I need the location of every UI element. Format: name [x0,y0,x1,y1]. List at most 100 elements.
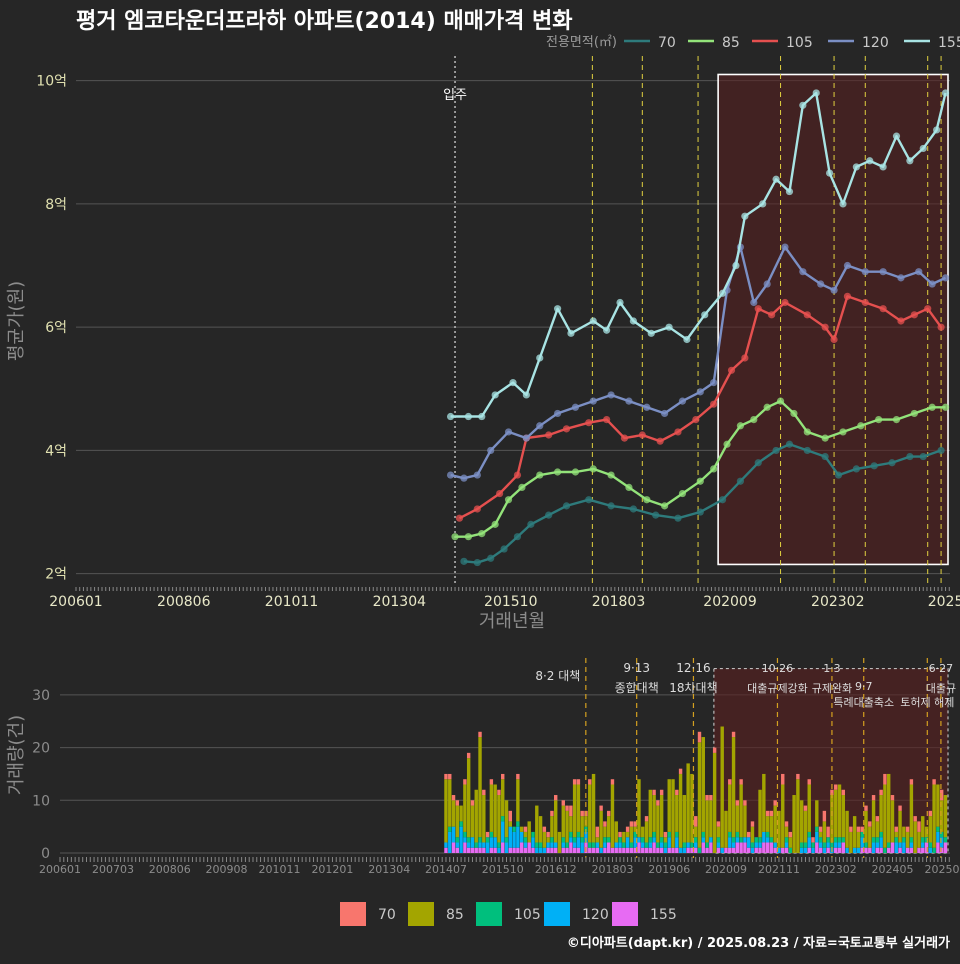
volume-bar-155-64 [686,847,690,853]
volume-bar-155-55 [652,842,656,853]
volume-bar-105-77 [735,831,740,838]
volume-bar-120-87 [773,842,777,848]
volume-bar-85-114 [875,821,880,838]
volume-bar-120-123 [909,842,914,848]
volume-bar-70-46 [618,831,622,838]
series-point-70-1 [473,558,481,567]
volume-bar-85-14 [497,795,501,843]
series-point-120-4 [504,428,513,436]
volume-bar-70-103 [834,784,838,790]
volume-bar-120-28 [550,842,554,848]
volume-bar-70-49 [629,821,634,827]
series-point-155-21 [772,175,780,183]
volume-bar-85-122 [905,831,910,848]
volume-bar-120-110 [860,837,864,848]
volume-bar-105-95 [803,842,808,848]
volume-bar-155-59 [667,847,671,853]
volume-bar-120-31 [561,842,565,848]
volume-y-tick-2: 20 [32,741,50,757]
volume-bar-105-50 [633,831,637,838]
volume-bar-105-81 [750,842,755,848]
volume-bar-155-98 [815,842,819,853]
volume-bar-70-0 [444,773,448,780]
volume-x-tick-8: 201510 [482,863,524,876]
volume-bar-85-119 [894,831,898,838]
volume-bar-120-98 [815,831,819,843]
series-point-155-32 [919,144,927,153]
volume-bar-105-34 [572,837,577,843]
volume-bar-85-57 [659,795,664,838]
volume-bar-105-57 [659,837,664,843]
price-x-tick-4: 201510 [484,594,537,610]
series-point-155-25 [826,169,834,177]
series-point-155-19 [741,212,749,220]
volume-bar-105-55 [652,831,656,838]
series-point-85-25 [839,428,847,436]
volume-bar-105-21 [523,837,528,843]
series-point-70-19 [803,446,811,455]
volume-bar-120-21 [523,842,528,848]
volume-bar-105-85 [765,831,770,838]
volume-bar-105-99 [818,837,823,843]
volume-bar-70-34 [572,779,577,785]
volume-bar-85-89 [781,784,785,848]
series-point-120-8 [571,403,580,411]
volume-bar-70-10 [482,789,486,796]
series-point-155-4 [509,379,517,387]
volume-bar-70-38 [588,779,592,785]
series-point-85-28 [892,416,901,424]
series-point-85-20 [763,403,771,411]
volume-bar-70-89 [781,773,785,785]
volume-bar-105-24 [535,842,539,848]
series-point-70-10 [629,505,637,513]
volume-bar-120-126 [921,842,925,848]
volume-bar-85-88 [777,810,781,848]
series-point-155-26 [839,200,847,208]
volume-bar-120-6 [466,842,471,848]
volume-bar-70-66 [694,816,698,827]
volume-bar-85-35 [576,784,581,832]
series-point-120-28 [897,274,905,282]
series-point-155-16 [701,311,709,319]
volume-bar-120-40 [595,842,600,848]
series-point-85-6 [536,471,544,479]
volume-bar-85-91 [788,837,793,848]
volume-bar-155-122 [905,847,910,853]
series-point-105-5 [545,431,553,439]
volume-bar-120-57 [659,842,664,848]
volume-bar-85-103 [834,789,838,838]
area-legend: 전용면적(㎡) 70 85 105 120 155 [546,35,960,51]
volume-bar-85-25 [538,816,543,843]
volume-bar-105-65 [690,842,694,848]
volume-bar-85-24 [535,805,539,843]
volume-bar-155-33 [569,842,573,853]
volume-event-lines: 8·2 대책 9·13 종합대책 12·16 18차대책 10·26 대출규제강화 1·3 규제… [535,658,956,858]
volume-bar-105-121 [902,837,906,843]
volume-bar-70-67 [697,731,702,743]
volume-bar-85-98 [815,800,819,827]
volume-bar-70-112 [868,821,872,827]
price-series [446,89,950,567]
volume-bar-120-36 [580,842,584,853]
volume-bar-70-81 [750,821,755,827]
series-point-120-9 [589,397,597,405]
volume-bar-120-11 [485,842,490,853]
series-point-120-15 [696,388,704,396]
series-point-85-9 [589,465,597,473]
volume-bar-85-40 [595,837,600,843]
volume-bar-70-6 [466,752,471,759]
volume-bar-70-86 [769,810,774,817]
bar-legend-label-120: 120 [582,907,609,923]
series-point-85-1 [464,533,473,541]
volume-bar-70-118 [890,795,895,801]
series-point-120-5 [522,434,530,442]
price-x-ticks: 200601 200806 201011 201304 201510 201803 2020… [49,587,960,610]
volume-bar-155-22 [527,842,531,853]
credit-text: ©디아파트(dapt.kr) / 2025.08.23 / 자료=국토교통부 실… [567,935,950,951]
volume-x-tick-3: 200908 [205,863,247,876]
series-point-70-15 [736,477,745,485]
series-point-85-12 [643,496,651,504]
volume-bar-70-77 [735,800,740,806]
volume-bar-105-119 [894,837,898,843]
volume-bar-70-99 [818,826,823,832]
